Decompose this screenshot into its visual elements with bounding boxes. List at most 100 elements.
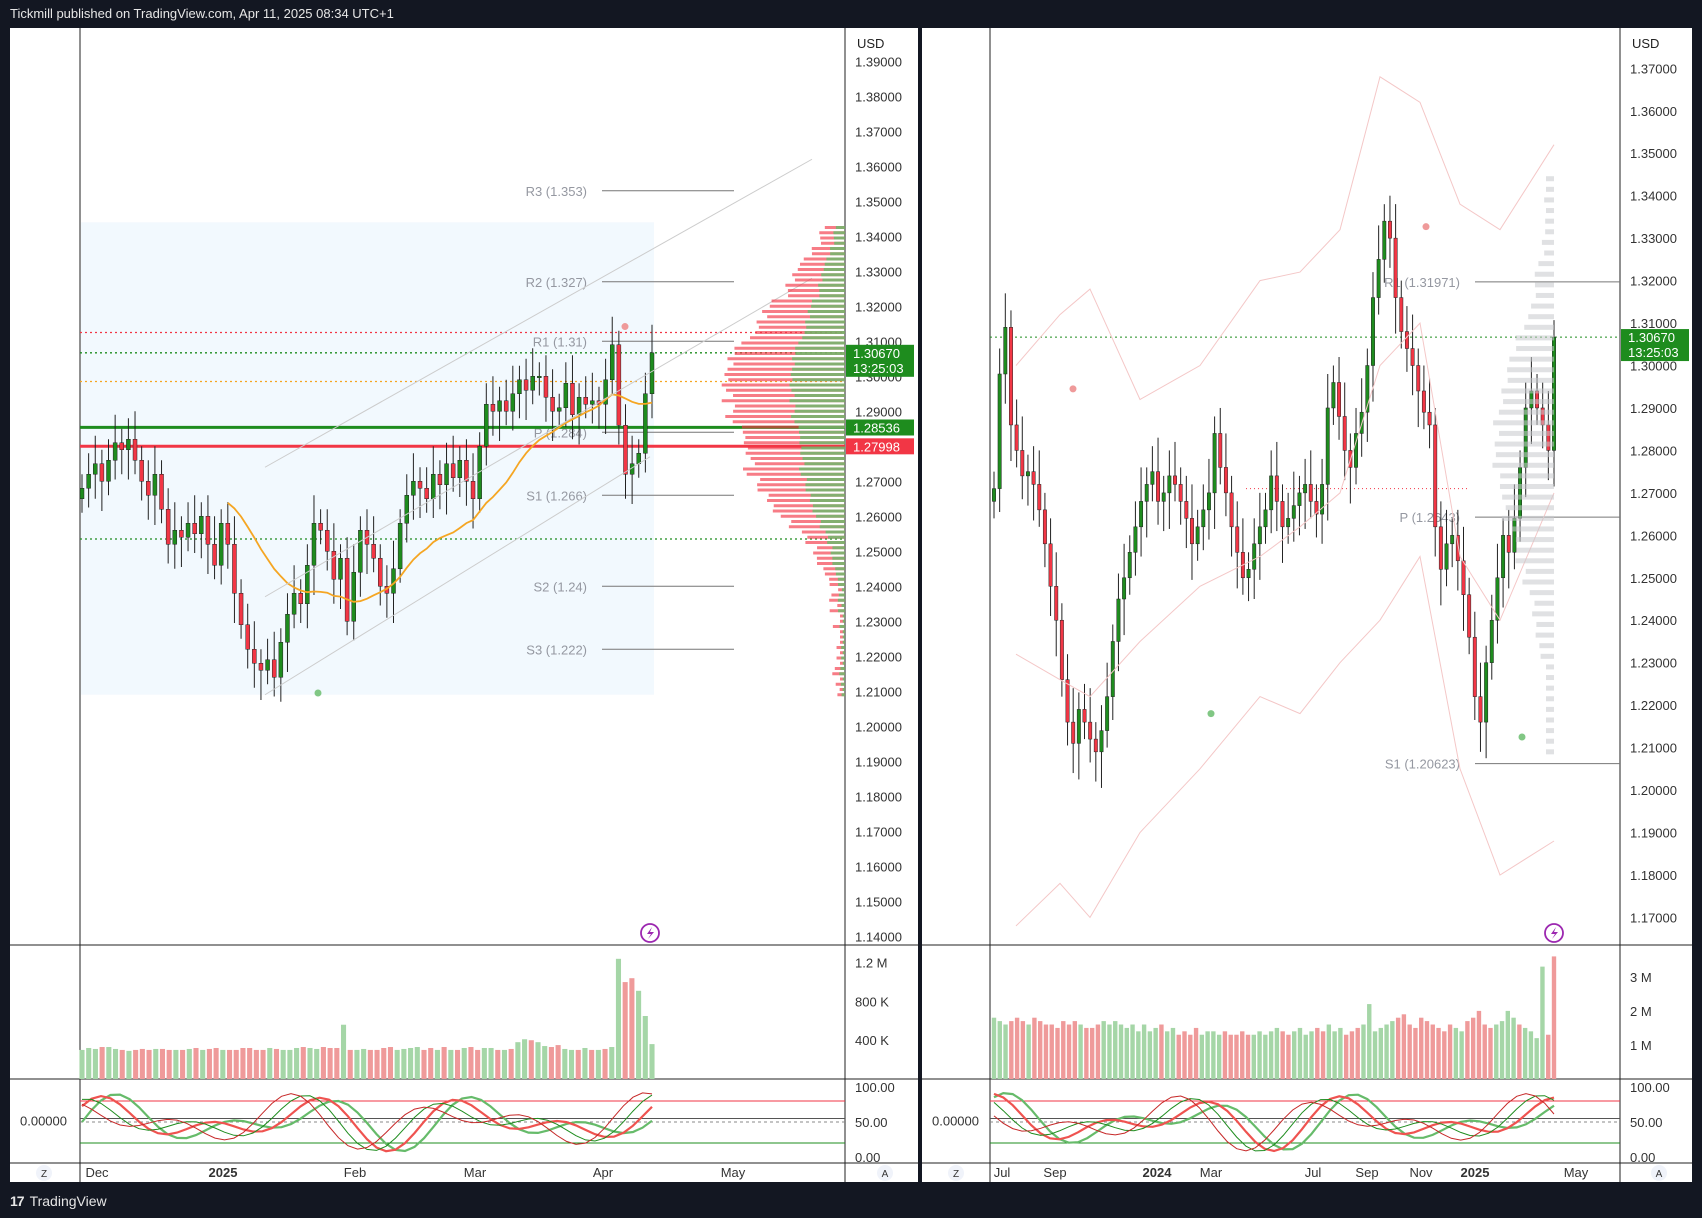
candle-body — [610, 345, 614, 380]
candle-body — [1467, 595, 1470, 637]
volume-profile-bar — [1542, 240, 1554, 245]
volume-profile-bar — [1546, 717, 1554, 722]
candle-body — [1117, 599, 1120, 641]
volume-bar — [281, 1050, 286, 1079]
price-tag-countdown: 13:25:03 — [1628, 345, 1679, 360]
volume-bar — [509, 1049, 514, 1079]
y-tick-label: 1.37000 — [855, 124, 902, 139]
volume-profile-bar — [832, 557, 845, 560]
volume-bar — [1038, 1021, 1042, 1079]
candle-body — [107, 460, 111, 481]
volume-profile-bar — [1517, 548, 1554, 553]
volume-profile-bar — [1507, 367, 1554, 372]
tradingview-logo-icon: 17 — [10, 1193, 24, 1209]
candle-body — [1247, 569, 1250, 577]
y-tick-label: 1.34000 — [855, 229, 902, 244]
volume-bar — [1229, 1035, 1233, 1079]
candle-body — [577, 397, 581, 415]
volume-bar — [1084, 1028, 1088, 1079]
volume-profile-bar — [1512, 526, 1554, 531]
volume-bar — [1517, 1025, 1521, 1079]
volume-profile-bar — [1509, 357, 1554, 362]
zoom-reset-button-label[interactable]: Z — [41, 1169, 47, 1180]
volume-profile-bar — [832, 546, 845, 549]
volume-bar — [147, 1050, 152, 1079]
candle-body — [1026, 472, 1029, 476]
volume-bar — [562, 1049, 567, 1079]
volume-bar — [106, 1047, 111, 1079]
volume-profile-bar — [813, 504, 845, 507]
y-tick-label: 1.16000 — [855, 859, 902, 874]
pivot-label: R3 (1.353) — [526, 184, 587, 199]
volume-bar — [1448, 1025, 1452, 1079]
volume-bar — [314, 1049, 319, 1079]
volume-bar — [79, 1050, 84, 1079]
candle-body — [226, 523, 230, 544]
y-tick-label: 1.21000 — [855, 684, 902, 699]
volume-bar — [1257, 1031, 1261, 1079]
candle-body — [80, 488, 84, 499]
candle-body — [160, 474, 164, 509]
volume-profile-bar — [834, 242, 845, 245]
volume-profile-bar — [1528, 314, 1554, 319]
volume-profile-bar — [828, 536, 845, 539]
y-tick-label: 1.28000 — [1630, 443, 1677, 458]
volume-bar — [1021, 1021, 1025, 1079]
volume-bar — [93, 1049, 98, 1079]
volume-bar — [388, 1047, 393, 1079]
price-tag: 1.3067013:25:03 — [846, 345, 914, 377]
volume-bar — [542, 1046, 547, 1079]
volume-profile-bar — [1546, 696, 1554, 701]
auto-scale-button-label[interactable]: A — [882, 1169, 889, 1180]
volume-bar — [401, 1049, 406, 1079]
volume-bar — [495, 1050, 500, 1079]
volume-profile-bar — [843, 636, 845, 639]
volume-bar — [1188, 1035, 1192, 1079]
volume-bar — [1442, 1031, 1446, 1079]
candle-body — [319, 523, 323, 530]
candle-body — [438, 474, 442, 485]
volume-bar — [629, 978, 634, 1079]
zoom-reset-button-label[interactable]: Z — [953, 1169, 959, 1180]
volume-profile-bar — [843, 651, 845, 654]
volume-bar — [1177, 1035, 1181, 1079]
candle-body — [1281, 501, 1284, 526]
volume-bar — [1540, 967, 1544, 1079]
candle-body — [345, 558, 349, 621]
chart-panel-2[interactable]: USD 1.37000 1.36000 1.35000 1.34000 1.33000 1.… — [922, 28, 1692, 1182]
volume-bar — [1165, 1031, 1169, 1079]
candle-body — [113, 443, 117, 461]
volume-bar — [160, 1049, 165, 1079]
volume-bar — [193, 1048, 198, 1079]
volume-profile-bar — [1515, 558, 1554, 563]
chart-panel-1[interactable]: USD 1.39000 1.38000 1.37000 1.36000 1.35000 1.… — [10, 28, 918, 1182]
y-tick-label: 1.32000 — [1630, 274, 1677, 289]
candle-body — [1275, 476, 1278, 501]
x-tick-label: Apr — [593, 1165, 614, 1180]
volume-bar — [254, 1050, 259, 1079]
y-tick-label: 1.14000 — [855, 929, 902, 944]
candle-body — [1207, 493, 1210, 510]
candle-body — [1021, 450, 1024, 475]
volume-profile-bar — [1500, 484, 1554, 489]
price-tag-value: 1.30670 — [853, 346, 900, 361]
volume-bar — [1171, 1028, 1175, 1079]
auto-scale-button-label[interactable]: A — [1656, 1169, 1663, 1180]
y-tick-label: 1.17000 — [855, 824, 902, 839]
volume-bar — [1234, 1035, 1238, 1079]
candle-body — [1462, 561, 1465, 595]
volume-profile-bar — [839, 672, 845, 675]
volume-profile-bar — [832, 562, 845, 565]
volume-bar — [1153, 1028, 1157, 1079]
candle-body — [1122, 578, 1125, 599]
volume-bar — [435, 1050, 440, 1079]
volume-profile-bar — [813, 510, 845, 513]
volume-profile-bar — [795, 410, 845, 413]
volume-profile-bar — [1522, 580, 1554, 585]
footer-brand[interactable]: TradingView — [30, 1193, 107, 1209]
volume-profile-bar — [1530, 590, 1554, 595]
candle-body — [1111, 641, 1114, 696]
candle-body — [405, 495, 409, 523]
candle-body — [1292, 506, 1295, 519]
